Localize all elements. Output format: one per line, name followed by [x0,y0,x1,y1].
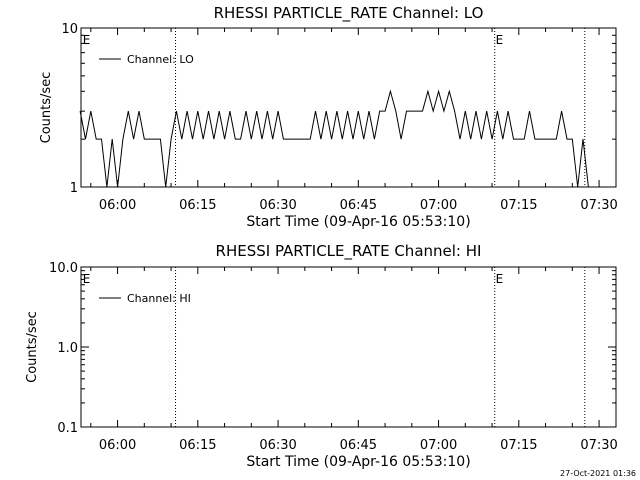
x-tick-label: 06:30 [259,438,296,453]
event-marker-label: E [83,272,91,286]
x-tick-label: 07:15 [500,438,537,453]
event-marker-label: E [83,33,91,47]
lo-channel-panel: RHESSI PARTICLE_RATE Channel: LO 06:00 06:… [39,4,618,230]
event-marker-label: E [496,272,504,286]
y-tick-label: 10 [61,22,78,37]
x-tick-label: 06:00 [99,438,136,453]
x-tick-label: 06:15 [179,438,216,453]
chart-title: RHESSI PARTICLE_RATE Channel: HI [216,242,482,261]
y-tick-label: 0.1 [57,421,78,436]
x-tick-label: 07:00 [420,438,457,453]
chart-title: RHESSI PARTICLE_RATE Channel: LO [214,4,484,23]
x-tick-label: 07:30 [580,438,617,453]
plot-frame [80,27,617,188]
x-tick-label: 07:30 [580,198,617,213]
y-axis-title: Counts/sec [39,72,54,144]
legend-label: Channel: HI [127,292,191,305]
legend-label: Channel: LO [127,53,194,66]
y-axis-title: Counts/sec [25,311,40,383]
footer-timestamp: 27-Oct-2021 01:36 [560,469,636,478]
x-axis-title: Start Time (09-Apr-16 05:53:10) [246,214,470,230]
x-tick-label: 06:00 [99,198,136,213]
y-tick-label: 1 [70,181,78,196]
y-tick-label: 1.0 [57,341,78,356]
x-axis-title: Start Time (09-Apr-16 05:53:10) [246,454,470,470]
x-tick-label: 06:15 [179,198,216,213]
series-line [79,89,589,188]
x-tick-label: 06:45 [340,198,377,213]
x-tick-label: 06:45 [340,438,377,453]
x-tick-label: 07:00 [420,198,457,213]
plot-frame [80,266,617,428]
x-tick-label: 06:30 [259,198,296,213]
y-tick-label: 10.0 [49,261,78,276]
event-marker-label: E [496,33,504,47]
hi-channel-panel: RHESSI PARTICLE_RATE Channel: HI 06:00 06:… [25,242,618,470]
x-tick-label: 07:15 [500,198,537,213]
